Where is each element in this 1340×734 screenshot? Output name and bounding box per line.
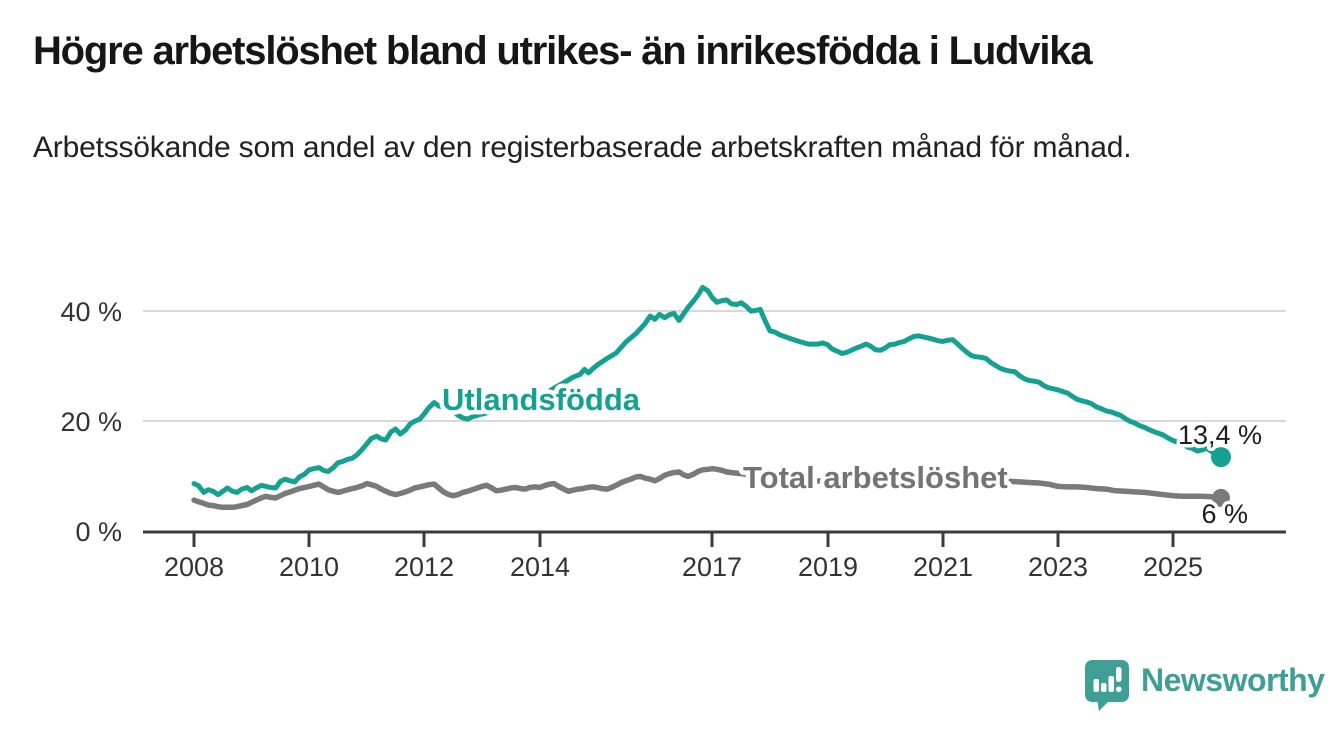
x-tick-label: 2010: [279, 552, 339, 582]
series-line-1: [191, 465, 1224, 511]
chart-subtitle: Arbetssökande som andel av den registerb…: [33, 131, 1132, 164]
brand-name: Newsworthy: [1141, 662, 1325, 698]
x-tick-label: 2019: [798, 552, 858, 582]
exclamation-dot: [1116, 686, 1122, 692]
x-axis: 2008 2010 2012 2014 2017 2019 2021 2023 …: [143, 530, 1286, 582]
x-tick-label: 2008: [164, 552, 224, 582]
x-axis-ticks: [192, 533, 1175, 547]
y-axis-labels: 0 % 20 % 40 %: [60, 297, 122, 547]
bar-chart-glyph: [1093, 667, 1122, 692]
end-value-label-utlandsfodda: 13,4 %: [1178, 420, 1262, 450]
series-end-dot-1: [1212, 488, 1230, 507]
series-line-0: [191, 284, 1224, 498]
x-tick-label: 2023: [1028, 552, 1088, 582]
x-tick-label: 2017: [682, 552, 742, 582]
x-tick-label: 2021: [913, 552, 973, 582]
exclamation-stem: [1116, 667, 1122, 682]
x-tick-label: 2014: [510, 552, 570, 582]
newsworthy-logo: Newsworthy: [1084, 659, 1325, 711]
series-label-total: Total arbetslöshet: [743, 460, 1008, 495]
y-tick-label-40: 40 %: [60, 297, 122, 327]
speech-bubble-shape: [1085, 660, 1129, 711]
page-title: Högre arbetslöshet bland utrikes- än inr…: [33, 29, 1093, 73]
x-tick-label: 2025: [1143, 552, 1203, 582]
series-lines: [191, 284, 1231, 511]
end-value-label-total: 6 %: [1201, 499, 1248, 529]
x-axis-labels: 2008 2010 2012 2014 2017 2019 2021 2023 …: [164, 552, 1203, 582]
series-label-utlandsfodda: Utlandsfödda: [442, 382, 641, 417]
gridlines: [143, 310, 1286, 422]
y-tick-label-20: 20 %: [60, 407, 122, 437]
series-end-dot-0: [1211, 447, 1231, 468]
series-annotations: Utlandsfödda Total arbetslöshet 13,4 % 6…: [438, 378, 1266, 533]
y-tick-label-0: 0 %: [75, 517, 122, 547]
newsworthy-logo-icon: [1085, 660, 1129, 711]
x-tick-label: 2012: [394, 552, 454, 582]
